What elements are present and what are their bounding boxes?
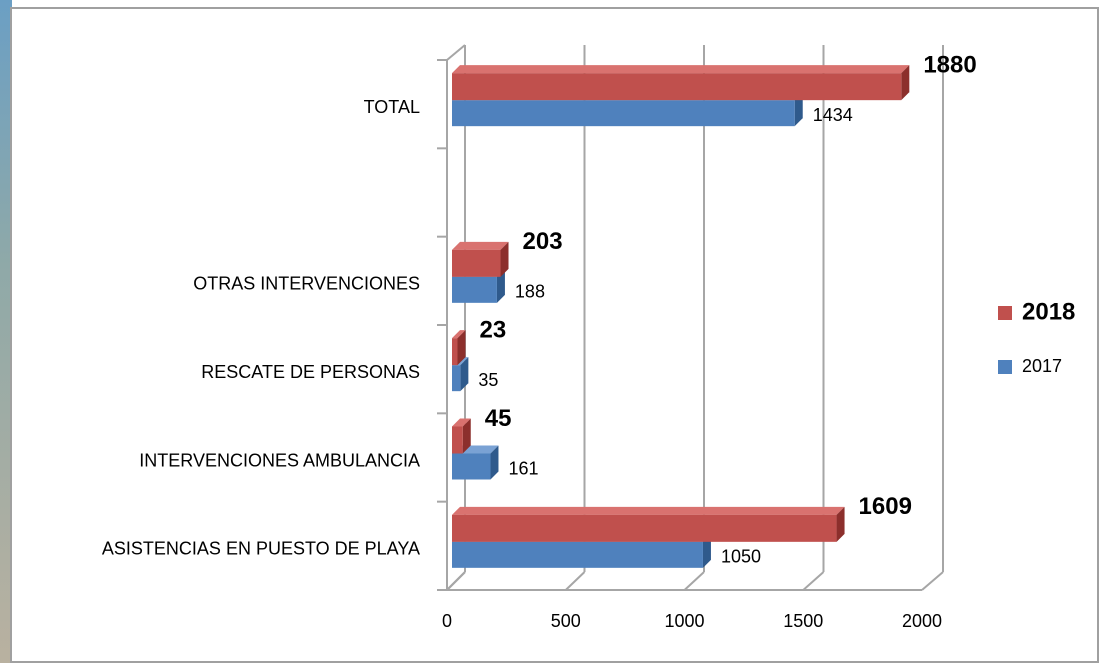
value-label: 1050	[721, 547, 761, 567]
bar-top	[452, 242, 509, 250]
x-tick-label: 0	[442, 611, 452, 631]
legend-swatch	[998, 306, 1012, 320]
bar	[452, 365, 460, 391]
bar	[452, 250, 501, 277]
x-tick-label: 500	[551, 611, 581, 631]
legend-label: 2017	[1022, 356, 1062, 376]
legend-swatch	[998, 360, 1012, 374]
bar	[452, 454, 490, 480]
value-label: 1609	[859, 493, 912, 520]
value-label: 1434	[813, 105, 853, 125]
value-label: 188	[515, 282, 545, 302]
bar	[452, 515, 837, 542]
legend-label: 2018	[1022, 298, 1075, 325]
value-label: 45	[485, 405, 512, 432]
category-label: RESCATE DE PERSONAS	[201, 362, 420, 382]
category-label: TOTAL	[364, 97, 420, 117]
chart: 0 500 1000 1500 2000 ASISTENCIAS EN PUESTO DE…	[0, 0, 1099, 663]
bar-top	[452, 65, 909, 73]
x-tick-label: 2000	[902, 611, 942, 631]
bar	[452, 277, 497, 303]
value-label: 203	[523, 228, 563, 255]
bar	[452, 542, 703, 568]
bar	[452, 73, 901, 100]
bar	[452, 100, 795, 126]
category-label: INTERVENCIONES AMBULANCIA	[139, 450, 420, 470]
bar	[452, 427, 463, 454]
value-label: 23	[479, 317, 506, 344]
category-label: ASISTENCIAS EN PUESTO DE PLAYA	[102, 539, 420, 559]
category-label: OTRAS INTERVENCIONES	[193, 274, 420, 294]
value-label: 161	[508, 458, 538, 478]
page: 0 500 1000 1500 2000 ASISTENCIAS EN PUESTO DE…	[0, 0, 1099, 663]
bar	[452, 338, 457, 365]
value-label: 1880	[923, 52, 976, 79]
value-label: 35	[478, 370, 498, 390]
bar-top	[452, 507, 845, 515]
x-tick-label: 1500	[783, 611, 823, 631]
x-tick-label: 1000	[664, 611, 704, 631]
